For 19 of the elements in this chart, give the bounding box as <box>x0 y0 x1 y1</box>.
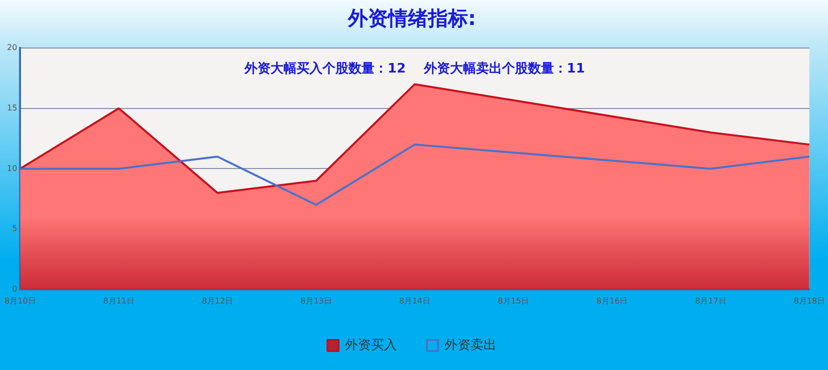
y-tick-label: 20 <box>6 43 18 52</box>
annotation: 外资大幅买入个股数量：12 <box>244 60 406 76</box>
y-tick-label: 0 <box>12 284 18 294</box>
x-tick-label: 8月16日 <box>596 296 628 306</box>
x-tick-label: 8月15日 <box>498 296 530 306</box>
y-tick-label: 5 <box>12 224 18 234</box>
x-tick-label: 8月14日 <box>399 296 430 306</box>
x-tick-label: 8月17日 <box>695 296 726 306</box>
legend-label: 外资买入 <box>345 338 397 353</box>
chart-title: 外资情绪指标: <box>347 6 476 30</box>
x-tick-label: 8月13日 <box>300 296 332 306</box>
y-tick-label: 10 <box>6 164 18 173</box>
annotation: 外资大幅卖出个股数量：11 <box>422 61 585 76</box>
x-tick-label: 8月10日 <box>4 296 36 306</box>
legend-label: 外资卖出 <box>444 338 496 353</box>
x-tick-label: 8月18日 <box>794 296 826 306</box>
y-tick-label: 15 <box>6 103 18 112</box>
x-tick-label: 8月11日 <box>103 296 134 306</box>
x-tick-label: 8月12日 <box>202 296 234 306</box>
